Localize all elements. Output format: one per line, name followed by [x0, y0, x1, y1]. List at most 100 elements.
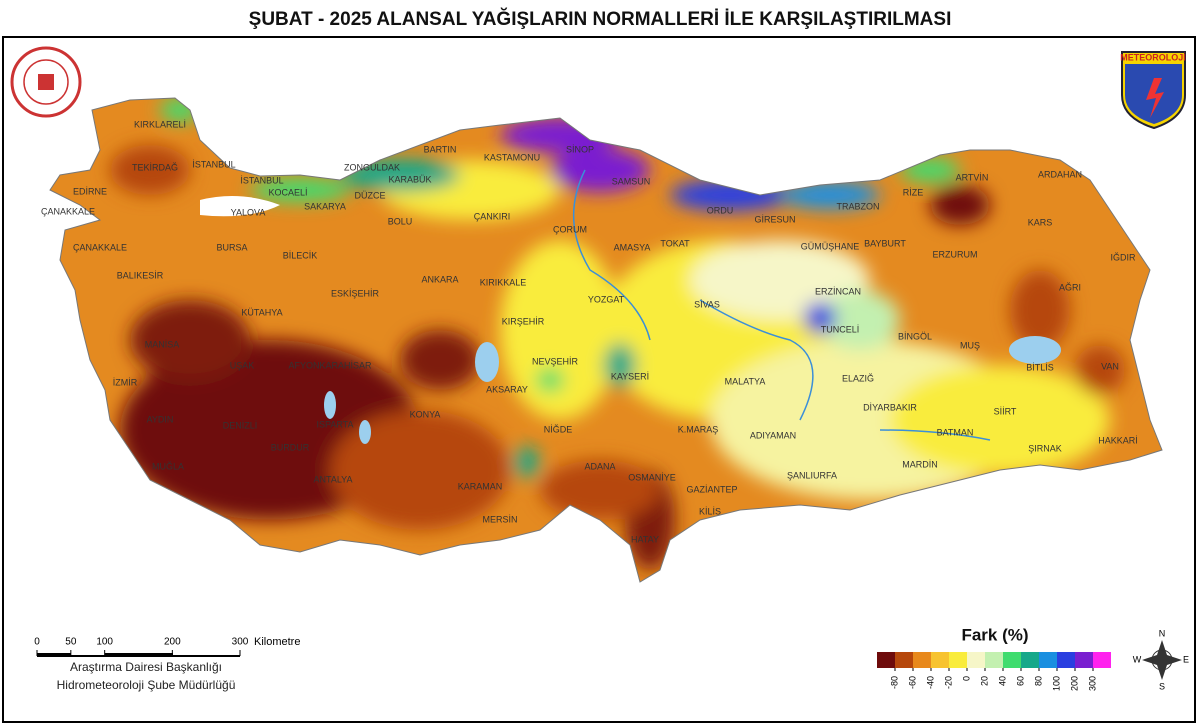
city-label: ÇANAKKALE	[73, 242, 127, 252]
compass-e: E	[1183, 654, 1189, 664]
scale-tick-label: 0	[34, 637, 40, 648]
city-label: NEVŞEHİR	[532, 356, 579, 366]
city-label: BİNGÖL	[898, 331, 932, 341]
city-label: SAMSUN	[612, 176, 651, 186]
city-label: ŞIRNAK	[1028, 443, 1062, 453]
city-label: UŞAK	[230, 360, 255, 370]
city-label: KIRKLARELİ	[134, 119, 186, 129]
city-label: KİLİS	[699, 506, 721, 516]
city-label: ESKİŞEHİR	[331, 288, 380, 298]
city-label: ARDAHAN	[1038, 169, 1082, 179]
compass-w: W	[1133, 654, 1142, 664]
legend-swatch	[1039, 652, 1057, 668]
city-label: BALIKESİR	[117, 270, 164, 280]
city-label: ARTVİN	[956, 172, 989, 182]
scale-tick-label: 300	[232, 637, 249, 648]
legend-tick-label: -80	[889, 676, 899, 689]
city-label: SAKARYA	[304, 201, 346, 211]
city-label: KAYSERİ	[611, 371, 649, 381]
city-label: SİNOP	[566, 144, 594, 154]
city-label: HAKKARİ	[1098, 435, 1138, 445]
city-label: AYDIN	[147, 414, 174, 424]
city-label: ÇANAKKALE	[41, 206, 95, 216]
city-label: BİLECİK	[283, 250, 318, 260]
city-label: YOZGAT	[588, 294, 625, 304]
city-label: ADIYAMAN	[750, 430, 796, 440]
city-label: ERZURUM	[933, 249, 978, 259]
city-label: OSMANİYE	[628, 472, 676, 482]
legend-swatch	[949, 652, 967, 668]
legend-swatch	[877, 652, 895, 668]
city-label: GÜMÜŞHANE	[801, 241, 860, 251]
legend-swatch	[1057, 652, 1075, 668]
city-label: AMASYA	[614, 242, 651, 252]
city-label: DİYARBAKIR	[863, 402, 917, 412]
title: ŞUBAT - 2025 ALANSAL YAĞIŞLARIN NORMALLE…	[249, 8, 952, 30]
legend-swatch	[1075, 652, 1093, 668]
legend-title: Fark (%)	[961, 625, 1028, 644]
credit: Hidrometeoroloji Şube Müdürlüğü	[57, 678, 236, 692]
city-label: ORDU	[707, 205, 734, 215]
city-label: AĞRI	[1059, 282, 1081, 292]
city-label: İZMİR	[113, 377, 138, 387]
city-label: NİĞDE	[544, 424, 573, 434]
city-label: ERZİNCAN	[815, 286, 861, 296]
compass-n: N	[1159, 628, 1166, 638]
city-label: VAN	[1101, 361, 1119, 371]
legend-swatch	[1093, 652, 1111, 668]
city-label: MALATYA	[725, 376, 766, 386]
city-label: AKSARAY	[486, 384, 528, 394]
city-label: MUĞLA	[152, 461, 184, 471]
legend-tick-label: -20	[943, 676, 953, 689]
legend-swatch	[967, 652, 985, 668]
legend-tick-label: 40	[997, 676, 1007, 686]
legend-tick-label: 20	[979, 676, 989, 686]
city-label: SİİRT	[994, 406, 1017, 416]
scale-tick-label: 50	[65, 637, 77, 648]
city-label: TRABZON	[836, 201, 879, 211]
scale-tick-label: 200	[164, 637, 181, 648]
city-label: BARTIN	[424, 144, 457, 154]
city-label: DENİZLİ	[223, 420, 258, 430]
logo-right: METEOROLOJİ	[1120, 51, 1186, 130]
city-label: TUNCELİ	[821, 324, 860, 334]
city-label: ZONGULDAK	[344, 162, 400, 172]
city-label: KARABÜK	[388, 174, 431, 184]
legend-tick-label: 0	[961, 676, 971, 681]
city-label: ANTALYA	[313, 474, 352, 484]
city-label: YALOVA	[231, 207, 266, 217]
legend-tick-label: 80	[1033, 676, 1043, 686]
city-label: KOCAELİ	[268, 187, 307, 197]
compass-s: S	[1159, 681, 1165, 691]
frame	[2, 36, 1196, 723]
city-label: MERSİN	[482, 514, 517, 524]
city-label: IĞDIR	[1110, 252, 1136, 262]
city-label: ELAZIĞ	[842, 373, 874, 383]
city-label: KIRIKKALE	[480, 277, 527, 287]
city-label: ADANA	[584, 461, 615, 471]
city-label: ISPARTA	[316, 419, 353, 429]
city-label: MANİSA	[145, 339, 180, 349]
legend-swatch	[1003, 652, 1021, 668]
city-label: KÜTAHYA	[241, 307, 282, 317]
city-label: ŞANLIURFA	[787, 470, 837, 480]
city-label: ÇANKIRI	[474, 211, 511, 221]
legend-tick-label: 60	[1015, 676, 1025, 686]
city-label: MARDİN	[902, 459, 938, 469]
city-label: İSTANBUL	[240, 175, 283, 185]
city-label: K.MARAŞ	[678, 424, 719, 434]
city-label: BURDUR	[271, 442, 310, 452]
legend-swatch	[931, 652, 949, 668]
city-label: KARS	[1028, 217, 1053, 227]
scale-tick-label: 100	[96, 637, 113, 648]
city-label: BİTLİS	[1026, 362, 1054, 372]
city-label: MUŞ	[960, 340, 980, 350]
logo-left	[10, 46, 82, 118]
city-label: KIRŞEHİR	[502, 316, 545, 326]
scale-unit: Kilometre	[254, 636, 300, 648]
legend-tick-label: 100	[1051, 676, 1061, 691]
city-label: DÜZCE	[355, 190, 386, 200]
legend-tick-label: -60	[907, 676, 917, 689]
city-label: HATAY	[631, 534, 659, 544]
city-label: KARAMAN	[458, 481, 503, 491]
